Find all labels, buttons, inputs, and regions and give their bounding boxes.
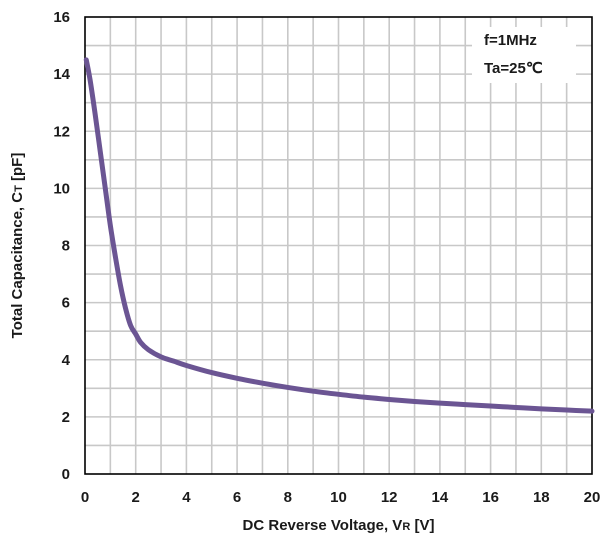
x-tick-label: 8: [284, 489, 292, 506]
annotation-temperature: Ta=25℃: [484, 60, 543, 77]
annotation-frequency: f=1MHz: [484, 32, 537, 49]
annotation-box: [472, 27, 576, 83]
y-tick-label: 10: [53, 180, 70, 197]
x-tick-label: 4: [182, 489, 191, 506]
y-axis-label-unit: [pF]: [9, 153, 26, 185]
series-layer: [83, 57, 595, 414]
y-axis-label-main: Total Capacitance, C: [9, 192, 26, 339]
x-tick-label: 2: [132, 489, 140, 506]
y-tick-label: 2: [62, 409, 70, 426]
plot-frame: [84, 16, 593, 475]
y-tick-label: 8: [62, 238, 70, 255]
x-axis-label: DC Reverse Voltage, VR [V]: [243, 517, 435, 534]
y-axis-label-subscript: T: [13, 185, 25, 192]
x-tick-label: 20: [584, 489, 601, 506]
x-tick-label: 16: [482, 489, 499, 506]
grid-lines: [85, 17, 592, 474]
series-line-0: [83, 57, 595, 414]
x-tick-label: 12: [381, 489, 398, 506]
x-axis-label-unit: [V]: [410, 517, 434, 534]
x-tick-label: 18: [533, 489, 550, 506]
y-tick-label: 12: [53, 123, 70, 140]
x-axis-label-subscript: R: [402, 521, 410, 533]
x-tick-label: 0: [81, 489, 89, 506]
y-tick-label: 0: [62, 466, 70, 483]
tick-labels: 0 2 4 6 8 10 12 14 16 18 20 0 2 4 6 8 10 12 14 16: [53, 9, 600, 506]
y-tick-label: 16: [53, 9, 70, 26]
y-axis-label: Total Capacitance, CT [pF]: [9, 153, 26, 339]
y-tick-label: 14: [53, 66, 70, 83]
x-tick-label: 6: [233, 489, 241, 506]
x-axis-label-main: DC Reverse Voltage, V: [243, 517, 403, 534]
y-tick-label: 6: [62, 295, 70, 312]
x-tick-label: 10: [330, 489, 347, 506]
y-tick-label: 4: [62, 352, 71, 369]
x-tick-label: 14: [432, 489, 449, 506]
